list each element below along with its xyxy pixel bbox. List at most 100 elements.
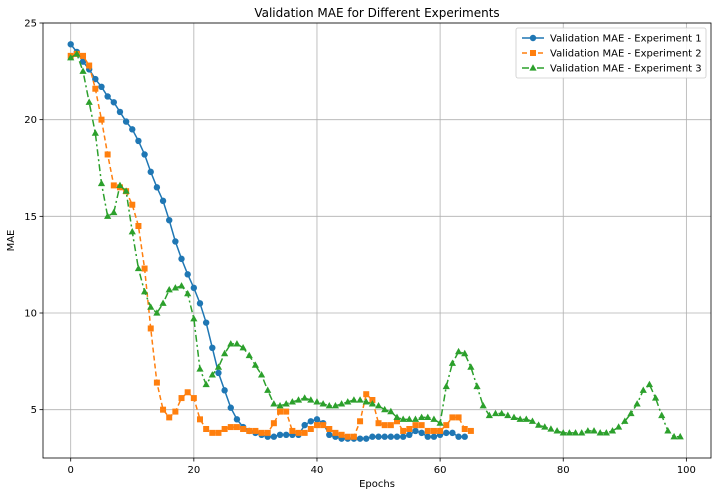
data-point (375, 433, 382, 440)
data-point (129, 201, 136, 208)
data-point (221, 426, 228, 432)
data-point (368, 400, 376, 407)
data-point (411, 415, 420, 422)
data-point (449, 414, 456, 421)
data-point (184, 271, 191, 278)
data-point (553, 427, 561, 434)
x-axis-label: Epochs (359, 479, 395, 490)
data-point (86, 62, 93, 69)
data-point (159, 299, 167, 306)
data-point (418, 429, 425, 437)
data-point (369, 397, 376, 403)
data-point (454, 347, 463, 355)
data-point (79, 58, 87, 65)
data-point (270, 433, 278, 440)
data-point (467, 363, 475, 370)
data-point (153, 184, 161, 191)
data-point (104, 212, 112, 219)
data-point (437, 427, 444, 434)
data-point (491, 409, 500, 417)
data-point (418, 422, 425, 429)
data-point (645, 380, 654, 388)
data-point (393, 433, 401, 440)
data-point (98, 83, 105, 91)
data-point (418, 413, 426, 420)
data-point (153, 379, 160, 386)
y-tick-label: 5 (31, 405, 37, 416)
data-point (326, 426, 333, 432)
data-point (608, 427, 617, 434)
data-point (276, 431, 284, 438)
data-point (104, 93, 111, 100)
data-point (535, 421, 543, 428)
data-point (91, 129, 99, 136)
data-point (270, 400, 278, 407)
data-point (190, 395, 197, 402)
data-point (602, 429, 610, 436)
data-point (166, 414, 173, 421)
y-tick-label: 20 (24, 115, 37, 126)
data-point (400, 427, 407, 434)
data-point (202, 380, 210, 388)
data-point (246, 427, 253, 434)
data-point (559, 429, 567, 436)
data-point (172, 408, 179, 415)
legend-label: Validation MAE - Experiment 2 (550, 49, 702, 60)
data-point (301, 394, 309, 401)
data-point (215, 369, 222, 377)
data-point (110, 182, 117, 189)
data-point (676, 432, 684, 440)
plot-frame (42, 22, 712, 459)
data-point (319, 400, 327, 407)
data-point (399, 415, 407, 422)
data-point (405, 415, 413, 422)
series-experiment-2 (67, 50, 474, 440)
data-point (565, 429, 573, 436)
data-point (363, 391, 370, 398)
legend-label: Validation MAE - Experiment 1 (550, 34, 702, 45)
legend-item: Validation MAE - Experiment 3 (522, 64, 702, 75)
data-point (571, 429, 580, 436)
legend-item: Validation MAE - Experiment 2 (522, 49, 702, 60)
legend-box (515, 27, 707, 79)
data-point (412, 422, 419, 429)
data-point (473, 382, 481, 390)
chart-title: Validation MAE for Different Experiments (254, 6, 499, 20)
data-point (97, 179, 106, 187)
x-tick-label: 100 (677, 465, 696, 476)
data-point (135, 137, 142, 145)
data-point (374, 402, 383, 409)
data-point (277, 408, 284, 415)
data-point (461, 426, 468, 432)
y-tick-label: 10 (24, 309, 37, 320)
data-point (547, 425, 555, 432)
data-point (295, 429, 302, 436)
data-point (202, 319, 210, 326)
data-point (596, 429, 604, 436)
data-point (633, 400, 641, 407)
data-point (276, 402, 284, 409)
data-point (270, 420, 277, 427)
data-point (448, 359, 457, 366)
data-point (104, 151, 111, 158)
data-point (313, 416, 321, 423)
data-point (307, 396, 315, 403)
data-point (147, 325, 154, 332)
data-point (282, 400, 290, 407)
data-point (147, 168, 154, 176)
data-point (627, 409, 635, 417)
data-point (178, 255, 185, 263)
data-point (350, 433, 357, 440)
data-point (362, 398, 370, 405)
data-point (184, 389, 191, 396)
data-point (221, 387, 228, 394)
data-point (239, 344, 247, 351)
data-point (221, 349, 229, 357)
data-point (92, 85, 99, 92)
data-point (357, 418, 364, 425)
data-point (258, 429, 265, 436)
data-point (541, 423, 549, 430)
data-point (288, 398, 296, 405)
data-point (320, 422, 327, 429)
